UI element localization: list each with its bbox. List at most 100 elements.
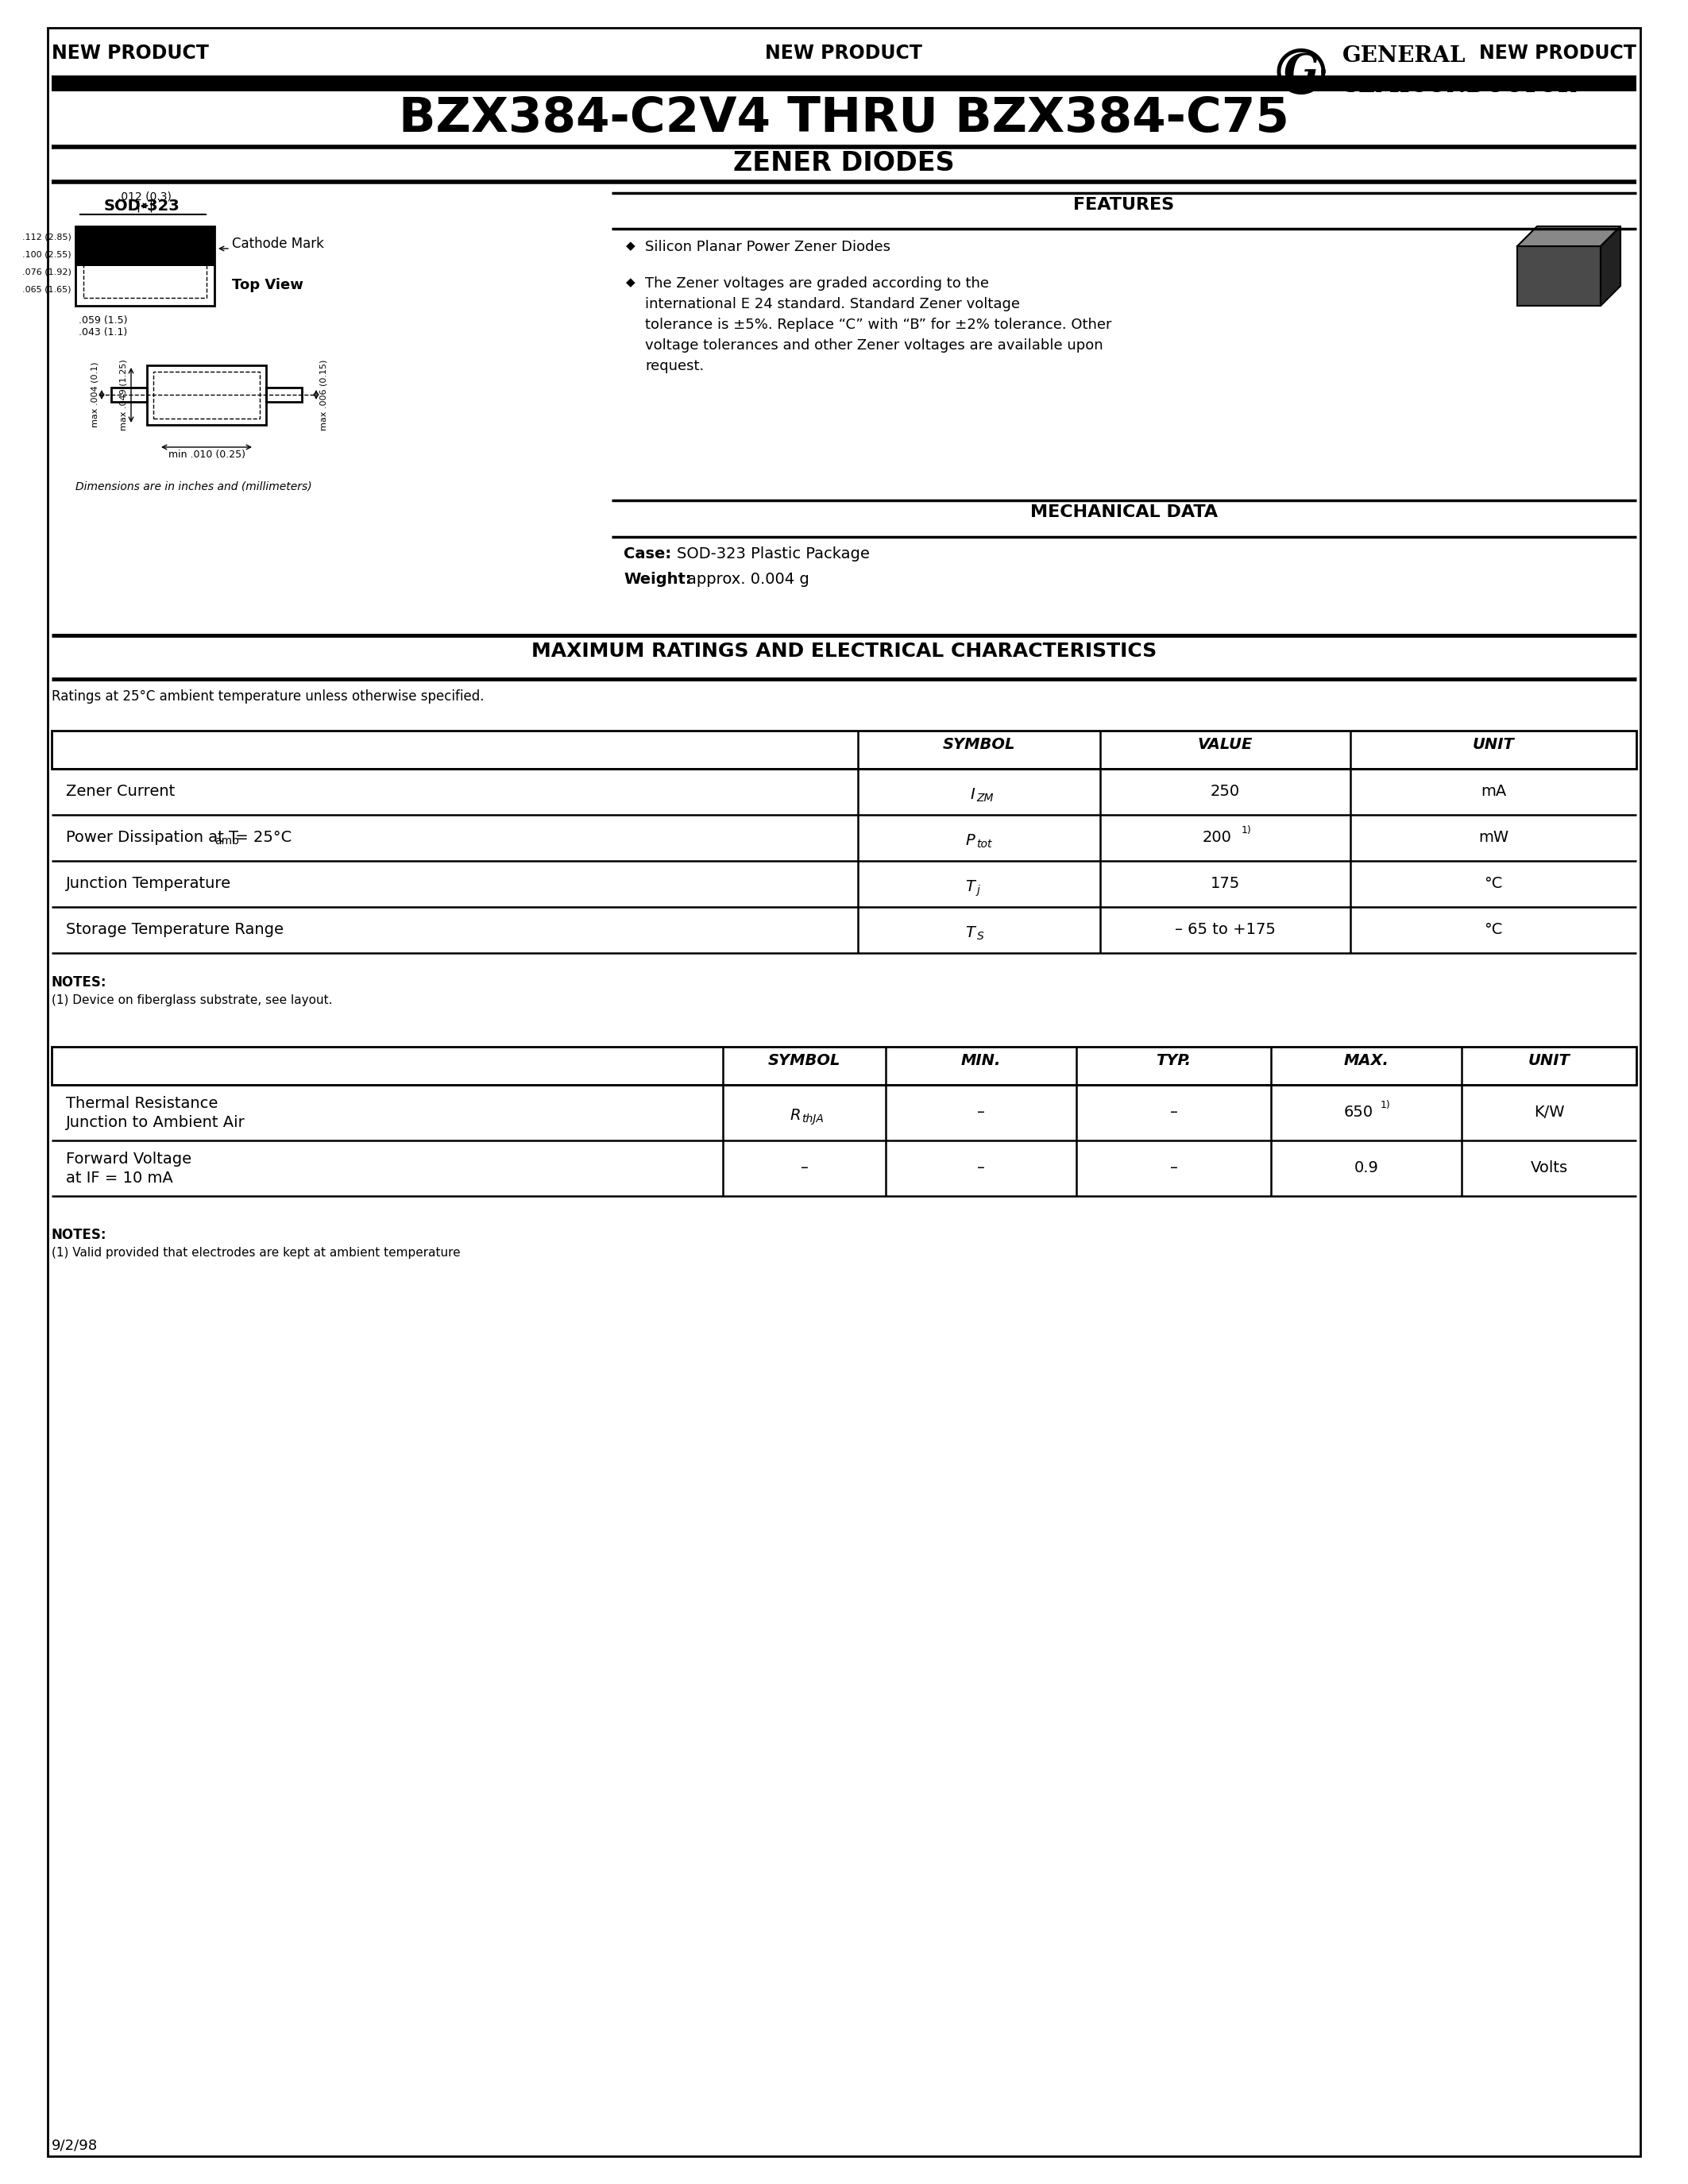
Text: max .049 (1.25): max .049 (1.25) bbox=[120, 358, 128, 430]
Text: ZM: ZM bbox=[977, 793, 994, 804]
Text: –: – bbox=[800, 1160, 809, 1175]
Text: BZX384-C2V4 THRU BZX384-C75: BZX384-C2V4 THRU BZX384-C75 bbox=[398, 96, 1290, 142]
Text: .076 (1.92): .076 (1.92) bbox=[22, 269, 71, 275]
Text: mA: mA bbox=[1480, 784, 1506, 799]
Text: –: – bbox=[1170, 1160, 1178, 1175]
Text: .065 (1.65): .065 (1.65) bbox=[22, 286, 71, 293]
Bar bbox=[111, 387, 147, 402]
Text: approx. 0.004 g: approx. 0.004 g bbox=[687, 572, 809, 587]
Text: Dimensions are in inches and (millimeters): Dimensions are in inches and (millimeter… bbox=[76, 480, 312, 491]
Text: 1): 1) bbox=[1381, 1099, 1391, 1109]
Text: VALUE: VALUE bbox=[1198, 736, 1252, 751]
Text: Forward Voltage: Forward Voltage bbox=[66, 1151, 191, 1166]
Text: Thermal Resistance: Thermal Resistance bbox=[66, 1096, 218, 1112]
Text: T: T bbox=[966, 924, 976, 939]
Text: .100 (2.55): .100 (2.55) bbox=[22, 251, 71, 258]
Text: –: – bbox=[977, 1105, 986, 1120]
Text: at IF = 10 mA: at IF = 10 mA bbox=[66, 1171, 172, 1186]
Bar bbox=[83, 234, 206, 297]
Text: (1) Device on fiberglass substrate, see layout.: (1) Device on fiberglass substrate, see … bbox=[52, 994, 333, 1007]
Polygon shape bbox=[1600, 227, 1620, 306]
Text: ◆: ◆ bbox=[626, 240, 635, 251]
Text: SYMBOL: SYMBOL bbox=[768, 1053, 841, 1068]
Text: = 25°C: = 25°C bbox=[230, 830, 292, 845]
Text: 250: 250 bbox=[1210, 784, 1241, 799]
Text: T: T bbox=[966, 878, 976, 893]
Text: min .010 (0.25): min .010 (0.25) bbox=[169, 450, 245, 461]
Text: NOTES:: NOTES: bbox=[52, 976, 106, 989]
Text: °C: °C bbox=[1484, 876, 1502, 891]
Text: ZENER DIODES: ZENER DIODES bbox=[733, 151, 955, 177]
Text: .112 (2.85): .112 (2.85) bbox=[22, 234, 71, 240]
Text: Storage Temperature Range: Storage Temperature Range bbox=[66, 922, 284, 937]
Text: Top View: Top View bbox=[231, 277, 304, 293]
Text: Volts: Volts bbox=[1531, 1160, 1568, 1175]
Text: I: I bbox=[971, 786, 976, 802]
Text: K/W: K/W bbox=[1534, 1105, 1565, 1120]
Polygon shape bbox=[1518, 227, 1620, 247]
Text: max .006 (0.15): max .006 (0.15) bbox=[319, 358, 327, 430]
Text: MAXIMUM RATINGS AND ELECTRICAL CHARACTERISTICS: MAXIMUM RATINGS AND ELECTRICAL CHARACTER… bbox=[532, 642, 1156, 662]
Text: R: R bbox=[790, 1107, 800, 1123]
Text: FEATURES: FEATURES bbox=[1074, 197, 1175, 212]
Text: j: j bbox=[977, 885, 979, 895]
Text: TYP.: TYP. bbox=[1156, 1053, 1192, 1068]
Text: ®: ® bbox=[1494, 79, 1506, 92]
Text: Junction Temperature: Junction Temperature bbox=[66, 876, 231, 891]
Text: –: – bbox=[977, 1160, 986, 1175]
Text: NEW PRODUCT: NEW PRODUCT bbox=[52, 44, 209, 63]
Text: Silicon Planar Power Zener Diodes: Silicon Planar Power Zener Diodes bbox=[645, 240, 891, 253]
Text: tolerance is ±5%. Replace “C” with “B” for ±2% tolerance. Other: tolerance is ±5%. Replace “C” with “B” f… bbox=[645, 317, 1112, 332]
Text: tot: tot bbox=[977, 839, 993, 850]
Text: The Zener voltages are graded according to the: The Zener voltages are graded according … bbox=[645, 277, 989, 290]
Text: NEW PRODUCT: NEW PRODUCT bbox=[1479, 44, 1636, 63]
Text: MAX.: MAX. bbox=[1344, 1053, 1389, 1068]
Text: voltage tolerances and other Zener voltages are available upon: voltage tolerances and other Zener volta… bbox=[645, 339, 1102, 352]
Text: –: – bbox=[1170, 1105, 1178, 1120]
Bar bbox=[1518, 247, 1600, 306]
Text: SOD-323 Plastic Package: SOD-323 Plastic Package bbox=[677, 546, 869, 561]
Text: GENERAL: GENERAL bbox=[1342, 46, 1465, 66]
Text: ◆: ◆ bbox=[626, 277, 635, 288]
Text: MECHANICAL DATA: MECHANICAL DATA bbox=[1030, 505, 1217, 520]
Text: SOD-323: SOD-323 bbox=[103, 199, 179, 214]
Bar bbox=[52, 732, 1636, 769]
Text: request.: request. bbox=[645, 358, 704, 373]
Bar bbox=[147, 365, 267, 426]
Bar bbox=[76, 227, 214, 306]
Text: 0.9: 0.9 bbox=[1354, 1160, 1379, 1175]
Text: °C: °C bbox=[1484, 922, 1502, 937]
Text: S: S bbox=[977, 930, 984, 941]
Text: 175: 175 bbox=[1210, 876, 1241, 891]
Text: 650: 650 bbox=[1344, 1105, 1372, 1120]
Bar bbox=[52, 76, 1636, 92]
Text: thJA: thJA bbox=[802, 1114, 824, 1125]
Text: 9/2/98: 9/2/98 bbox=[52, 2138, 98, 2151]
Text: .043 (1.1): .043 (1.1) bbox=[79, 328, 128, 339]
Text: Junction to Ambient Air: Junction to Ambient Air bbox=[66, 1114, 245, 1129]
Text: 1): 1) bbox=[1241, 826, 1251, 834]
Text: UNIT: UNIT bbox=[1528, 1053, 1570, 1068]
Text: Power Dissipation at T: Power Dissipation at T bbox=[66, 830, 238, 845]
Text: SYMBOL: SYMBOL bbox=[942, 736, 1016, 751]
Text: UNIT: UNIT bbox=[1472, 736, 1514, 751]
Text: Weight:: Weight: bbox=[623, 572, 692, 587]
Text: mW: mW bbox=[1479, 830, 1509, 845]
Text: MIN.: MIN. bbox=[960, 1053, 1001, 1068]
Text: Ratings at 25°C ambient temperature unless otherwise specified.: Ratings at 25°C ambient temperature unle… bbox=[52, 690, 484, 703]
Bar bbox=[76, 227, 214, 266]
Bar bbox=[154, 371, 260, 419]
Text: .012 (0.3): .012 (0.3) bbox=[118, 190, 172, 201]
Text: international E 24 standard. Standard Zener voltage: international E 24 standard. Standard Ze… bbox=[645, 297, 1020, 312]
Text: Zener Current: Zener Current bbox=[66, 784, 176, 799]
Text: max .004 (0.1): max .004 (0.1) bbox=[91, 363, 98, 428]
Text: P: P bbox=[966, 832, 976, 847]
Text: .059 (1.5): .059 (1.5) bbox=[79, 314, 128, 325]
Text: NOTES:: NOTES: bbox=[52, 1227, 106, 1243]
Text: Cathode Mark: Cathode Mark bbox=[231, 236, 324, 251]
Bar bbox=[267, 387, 302, 402]
Text: G: G bbox=[1283, 50, 1318, 92]
Text: NEW PRODUCT: NEW PRODUCT bbox=[765, 44, 922, 63]
Text: Case:: Case: bbox=[623, 546, 672, 561]
Text: amb: amb bbox=[214, 836, 240, 847]
